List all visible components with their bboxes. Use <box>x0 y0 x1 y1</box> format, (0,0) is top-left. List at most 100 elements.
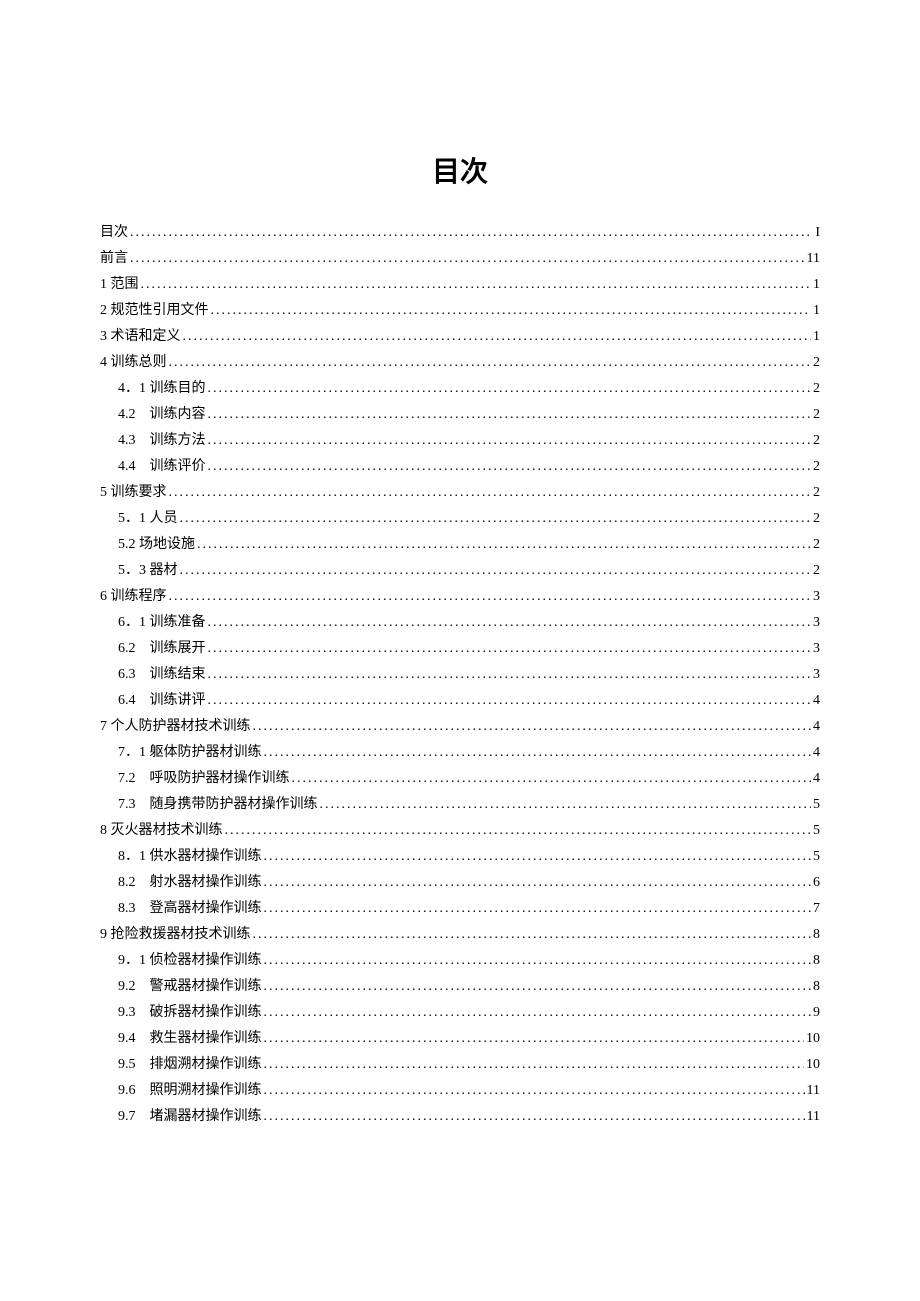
toc-entry-page: 8 <box>813 922 820 948</box>
toc-entry-leader <box>264 1052 805 1078</box>
toc-entry-page: 3 <box>813 610 820 636</box>
toc-entry-leader <box>292 766 812 792</box>
toc-entry-label: 6．1 训练准备 <box>118 610 206 636</box>
toc-entry-leader <box>253 714 812 740</box>
toc-entry: 6.4 训练讲评4 <box>100 688 820 714</box>
toc-entry-label: 目次 <box>100 220 128 246</box>
toc-entry: 7 个人防护器材技术训练 4 <box>100 714 820 740</box>
toc-entry-leader <box>130 246 805 272</box>
toc-entry: 5．1 人员2 <box>100 506 820 532</box>
toc-title: 目次 <box>100 150 820 190</box>
toc-entry-leader <box>264 1078 805 1104</box>
toc-entry: 8．1 供水器材操作训练5 <box>100 844 820 870</box>
toc-entry: 6.3 训练结束3 <box>100 662 820 688</box>
toc-entry: 7.3 随身携带防护器材操作训练 5 <box>100 792 820 818</box>
toc-entry-leader <box>180 506 812 532</box>
toc-entry-label: 9.3 破拆器材操作训练 <box>118 1000 262 1026</box>
toc-entry-leader <box>264 740 812 766</box>
toc-entry-page: 7 <box>813 896 820 922</box>
toc-entry-page: 5 <box>813 792 820 818</box>
toc-entry-label: 8.3 登高器材操作训练 <box>118 896 262 922</box>
toc-entry-page: 4 <box>813 688 820 714</box>
toc-entry-leader <box>180 558 812 584</box>
toc-entry-leader <box>208 454 812 480</box>
toc-entry-label: 7.2 呼吸防护器材操作训练 <box>118 766 290 792</box>
toc-entry-leader <box>141 272 812 298</box>
toc-entry-label: 9.5 排烟溯材操作训练 <box>118 1052 262 1078</box>
toc-entry: 5.2 场地设施2 <box>100 532 820 558</box>
toc-entry-page: 2 <box>813 376 820 402</box>
toc-entry-page: 5 <box>813 818 820 844</box>
toc-entry-leader <box>264 1000 812 1026</box>
toc-entry-leader <box>208 376 812 402</box>
toc-entry-label: 6.2 训练展开 <box>118 636 206 662</box>
toc-entry-leader <box>320 792 812 818</box>
toc-entry-page: 8 <box>813 948 820 974</box>
toc-entry-leader <box>264 1026 805 1052</box>
toc-entry-page: I <box>815 220 820 246</box>
toc-entry: 4 训练总则 2 <box>100 350 820 376</box>
toc-entry: 9.4 救生器材操作训练10 <box>100 1026 820 1052</box>
toc-entry-page: 2 <box>813 350 820 376</box>
toc-entry-page: 2 <box>813 506 820 532</box>
toc-entry-leader <box>253 922 812 948</box>
toc-entry-leader <box>211 298 812 324</box>
toc-entry: 9.7 堵漏器材操作训练11 <box>100 1104 820 1130</box>
toc-entry-page: 4 <box>813 714 820 740</box>
toc-entry: 9.5 排烟溯材操作训练 10 <box>100 1052 820 1078</box>
toc-entry: 8 灭火器材技术训练5 <box>100 818 820 844</box>
toc-entry-page: 10 <box>806 1052 820 1078</box>
toc-entry-label: 5.2 场地设施 <box>118 532 195 558</box>
toc-entry-label: 7 个人防护器材技术训练 <box>100 714 251 740</box>
toc-entry-label: 9 抢险救援器材技术训练 <box>100 922 251 948</box>
toc-entry: 6.2 训练展开 3 <box>100 636 820 662</box>
toc-entry-page: 2 <box>813 454 820 480</box>
toc-entry-page: 4 <box>813 766 820 792</box>
toc-entry-leader <box>264 974 812 1000</box>
toc-entry-label: 7.3 随身携带防护器材操作训练 <box>118 792 318 818</box>
toc-entry-label: 8.2 射水器材操作训练 <box>118 870 262 896</box>
toc-entry-leader <box>169 350 812 376</box>
toc-entry-page: 11 <box>807 246 820 272</box>
toc-entry-leader <box>264 870 812 896</box>
toc-entry-page: 3 <box>813 662 820 688</box>
toc-entry-leader <box>208 610 812 636</box>
toc-entry-label: 6 训练程序 <box>100 584 167 610</box>
toc-entry-leader <box>208 402 812 428</box>
toc-entry-label: 9.2 警戒器材操作训练 <box>118 974 262 1000</box>
toc-entry: 4.2 训练内容2 <box>100 402 820 428</box>
toc-entry-page: 8 <box>813 974 820 1000</box>
toc-entry-label: 4 训练总则 <box>100 350 167 376</box>
toc-entry: 6．1 训练准备 3 <box>100 610 820 636</box>
toc-entry: 4．1 训练目的2 <box>100 376 820 402</box>
toc-entry-page: 1 <box>813 272 820 298</box>
toc-entry-leader <box>208 428 812 454</box>
toc-entry-leader <box>264 1104 805 1130</box>
toc-entry-page: 3 <box>813 584 820 610</box>
toc-entry: 8.3 登高器材操作训练 7 <box>100 896 820 922</box>
toc-entry-leader <box>264 896 812 922</box>
toc-entry: 2 规范性引用文件1 <box>100 298 820 324</box>
toc-container: 目次I前言111 范围12 规范性引用文件13 术语和定义14 训练总则24．1… <box>100 220 820 1130</box>
toc-entry: 9.2 警戒器材操作训练 8 <box>100 974 820 1000</box>
toc-entry-page: 2 <box>813 402 820 428</box>
toc-entry-page: 11 <box>807 1078 820 1104</box>
toc-entry: 9．1 侦检器材操作训练8 <box>100 948 820 974</box>
toc-entry-label: 4.3 训练方法 <box>118 428 206 454</box>
toc-entry-page: 1 <box>813 324 820 350</box>
toc-entry-label: 4.4 训练评价 <box>118 454 206 480</box>
toc-entry: 4.4 训练评价 2 <box>100 454 820 480</box>
toc-entry: 前言 11 <box>100 246 820 272</box>
toc-entry: 9.6 照明溯材操作训练11 <box>100 1078 820 1104</box>
toc-entry-leader <box>208 662 812 688</box>
toc-entry-page: 3 <box>813 636 820 662</box>
toc-entry: 8.2 射水器材操作训练6 <box>100 870 820 896</box>
toc-entry-leader <box>208 688 812 714</box>
toc-entry-label: 5 训练要求 <box>100 480 167 506</box>
toc-entry-label: 前言 <box>100 246 128 272</box>
toc-entry-leader <box>264 948 812 974</box>
toc-entry: 7.2 呼吸防护器材操作训练 4 <box>100 766 820 792</box>
toc-entry-page: 2 <box>813 480 820 506</box>
toc-entry: 1 范围1 <box>100 272 820 298</box>
toc-entry-page: 2 <box>813 558 820 584</box>
